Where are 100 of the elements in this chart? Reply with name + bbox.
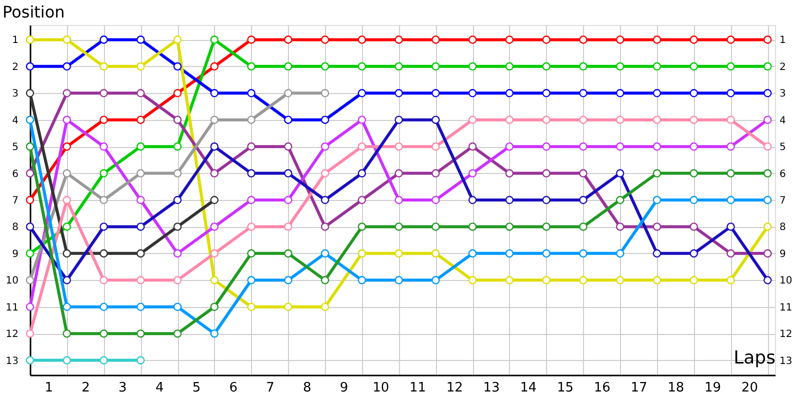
point [468, 249, 477, 258]
point [726, 196, 735, 204]
y-tick-label: 5 [12, 142, 18, 154]
point [62, 329, 72, 338]
point [358, 196, 366, 204]
point [616, 169, 624, 178]
point [26, 329, 34, 338]
point [432, 89, 440, 98]
point [100, 249, 108, 258]
point [320, 249, 330, 258]
y-tick-label: 13 [6, 356, 18, 367]
point [62, 222, 72, 231]
x-tick-label: 19 [704, 380, 722, 396]
x-tick-label: 2 [82, 380, 90, 396]
point [358, 276, 366, 284]
x-tick-label: 15 [557, 380, 574, 396]
point [100, 142, 108, 151]
point [690, 116, 698, 124]
y-tick-label: 9 [12, 248, 18, 260]
point [542, 169, 550, 178]
point [394, 89, 403, 98]
y2-tick-label: 6 [780, 168, 786, 180]
y2-tick-label: 4 [780, 115, 786, 126]
point [284, 196, 292, 204]
point [432, 222, 440, 231]
point [726, 276, 735, 284]
point [210, 222, 219, 231]
point [505, 36, 514, 44]
point [26, 222, 34, 231]
point [652, 62, 662, 71]
point [284, 169, 292, 178]
point [542, 276, 550, 284]
point [247, 36, 256, 44]
point [690, 36, 698, 44]
point [690, 276, 698, 284]
point [284, 116, 292, 124]
point [100, 196, 108, 204]
point [100, 302, 108, 311]
point [320, 302, 330, 311]
point [247, 142, 256, 151]
point [505, 142, 514, 151]
y2-tick-label: 12 [780, 329, 792, 340]
point [320, 89, 330, 98]
point [358, 249, 366, 258]
point [690, 196, 698, 204]
point [320, 142, 330, 151]
point [100, 36, 108, 44]
point [173, 196, 182, 204]
point [763, 249, 772, 258]
y-tick-label: 6 [12, 168, 18, 180]
point [690, 222, 698, 231]
point [505, 89, 514, 98]
point [763, 196, 772, 204]
point [358, 169, 366, 178]
point [432, 196, 440, 204]
point [616, 142, 624, 151]
point [136, 302, 145, 311]
point [320, 276, 330, 284]
x-tick-label: 18 [668, 380, 684, 396]
point [136, 196, 145, 204]
y-tick-label: 1 [12, 35, 18, 46]
point [652, 36, 662, 44]
point [62, 169, 72, 178]
point [26, 116, 34, 124]
point [62, 302, 72, 311]
point [62, 276, 72, 284]
point [652, 89, 662, 98]
y-tick-label: 7 [12, 196, 18, 206]
point [652, 249, 662, 258]
y-tick-label: 8 [12, 222, 18, 234]
point [284, 302, 292, 311]
point [136, 169, 145, 178]
point [394, 62, 403, 71]
point [173, 329, 182, 338]
point [505, 276, 514, 284]
point [284, 62, 292, 71]
point [468, 169, 477, 178]
point [136, 89, 145, 98]
point [358, 89, 366, 98]
point [247, 62, 256, 71]
point [616, 89, 624, 98]
y2-tick-label: 13 [780, 356, 792, 367]
point [173, 89, 182, 98]
point [579, 89, 588, 98]
point [726, 169, 735, 178]
point [247, 249, 256, 258]
point [652, 276, 662, 284]
point [284, 222, 292, 231]
point [505, 169, 514, 178]
x-tick-label: 11 [409, 380, 426, 396]
point [320, 169, 330, 178]
x-tick-label: 20 [741, 380, 758, 396]
point [247, 196, 256, 204]
point [26, 36, 34, 44]
y2-tick-label: 10 [780, 276, 792, 287]
point [579, 142, 588, 151]
point [616, 249, 624, 258]
point [468, 36, 477, 44]
point [26, 249, 34, 258]
point [173, 249, 182, 258]
